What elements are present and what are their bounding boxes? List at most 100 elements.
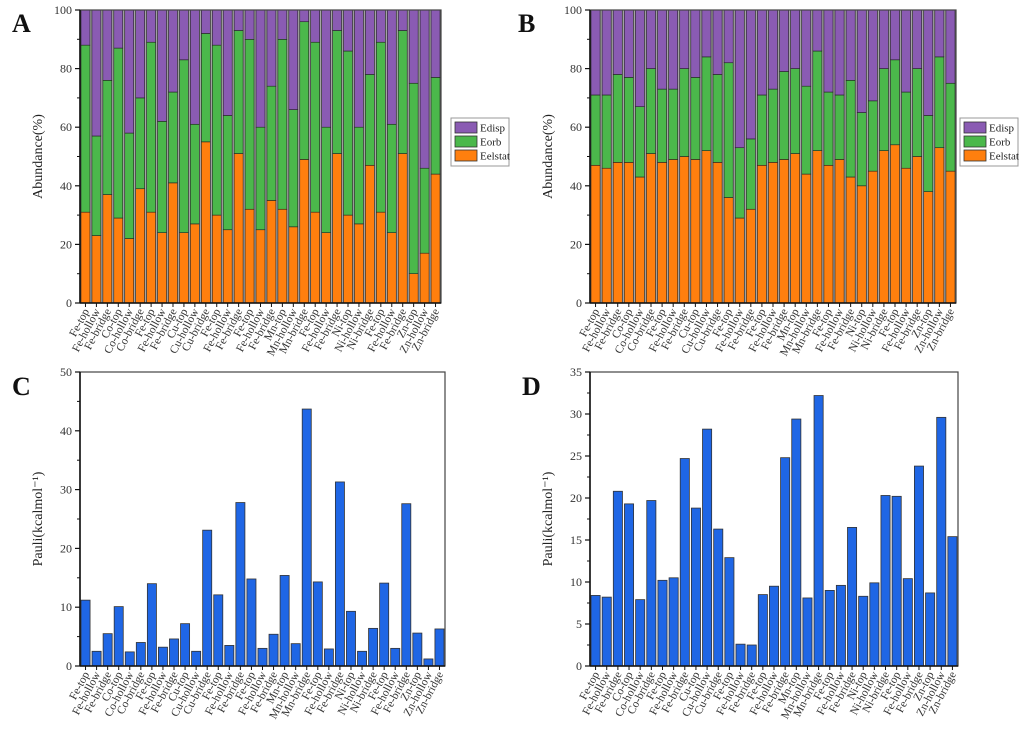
y-tick-label: 35: [570, 365, 582, 379]
bar-segment-edisp: [91, 9, 102, 137]
bar-segment-eorb: [590, 94, 601, 166]
bar-segment-eorb: [91, 135, 102, 236]
y-tick-label: 5: [576, 617, 582, 631]
bar-segment-edisp: [657, 9, 667, 90]
bar: [835, 584, 846, 667]
bar-segment-edisp: [222, 9, 233, 116]
bar: [80, 599, 91, 667]
bar-segment-eelstat: [397, 153, 408, 304]
bar: [757, 594, 768, 667]
bar-segment-eorb: [277, 38, 288, 210]
bar-segment-eorb: [834, 94, 845, 160]
bar-segment-eorb: [712, 74, 723, 163]
bar-segment-edisp: [890, 9, 900, 61]
bar-segment-eelstat: [912, 156, 923, 304]
bar-segment-edisp: [244, 9, 255, 40]
bars: [590, 9, 956, 304]
bar-segment-eelstat: [901, 167, 911, 304]
bar: [279, 575, 290, 667]
bar-segment-eorb: [419, 167, 430, 254]
bar: [169, 638, 179, 667]
bar-segment-edisp: [266, 9, 277, 87]
bar-segment-edisp: [823, 9, 834, 93]
bar-segment-edisp: [601, 9, 612, 96]
bar: [412, 632, 423, 667]
legend-swatch-eorb: [963, 135, 987, 148]
bar-segment-eorb: [601, 94, 612, 169]
legend-swatch-eelstat: [963, 149, 987, 162]
bar-segment-edisp: [856, 9, 867, 113]
bar-segment-eelstat: [168, 182, 178, 304]
plot-frame: [79, 371, 446, 667]
bar-segment-eelstat: [812, 150, 823, 304]
y-tick-label: 80: [60, 62, 72, 76]
legend-swatch-eelstat: [454, 149, 478, 162]
bar-segment-eorb: [386, 123, 397, 233]
bar-segment-eelstat: [867, 170, 878, 304]
bar-segment-edisp: [179, 9, 189, 61]
legend-label: Eorb: [480, 137, 502, 149]
bar-segment-eelstat: [723, 197, 734, 304]
bar-segment-eelstat: [779, 159, 789, 304]
y-tick-label: 10: [570, 575, 582, 589]
y-tick-label: 20: [570, 237, 582, 251]
y-tick-label: 10: [60, 600, 72, 614]
bar-segment-eelstat: [233, 153, 244, 304]
bar-segment-eorb: [934, 56, 945, 149]
bar-segment-edisp: [135, 9, 145, 99]
bar: [646, 500, 657, 667]
legend-label: Eelstat: [989, 151, 1019, 163]
y-tick-label: 100: [54, 3, 72, 17]
bar-segment-edisp: [879, 9, 889, 69]
bar-segment-edisp: [623, 9, 634, 78]
y-tick-label: 30: [60, 483, 72, 497]
bar-segment-edisp: [734, 9, 745, 149]
bar-segment-eorb: [745, 138, 756, 210]
y-tick-label: 100: [564, 3, 582, 17]
bar-segment-eorb: [668, 88, 679, 160]
bar-segment-eorb: [190, 123, 200, 225]
bar-segment-edisp: [376, 9, 386, 43]
bar-segment-eelstat: [845, 176, 856, 304]
bar-segment-eelstat: [646, 153, 656, 304]
bar-segment-edisp: [712, 9, 723, 75]
bar-segment-eelstat: [923, 191, 934, 304]
bar: [334, 481, 345, 667]
bar-segment-eelstat: [801, 173, 812, 304]
bar-segment-eelstat: [222, 229, 233, 304]
bar-segment-edisp: [646, 9, 656, 69]
y-tick-label: 20: [60, 237, 72, 251]
bar-segment-eelstat: [211, 214, 222, 304]
bar: [401, 503, 412, 667]
bar-segment-eorb: [823, 91, 834, 166]
bar-segment-edisp: [255, 9, 266, 128]
bar-segment-eorb: [157, 121, 167, 233]
bar-segment-edisp: [233, 9, 244, 31]
bar: [312, 581, 323, 667]
bar-segment-eelstat: [102, 194, 113, 304]
panel-label: A: [12, 9, 31, 38]
legend: Edisp Eorb Eelstat: [450, 117, 510, 167]
bar: [702, 428, 713, 667]
bar-segment-eorb: [879, 68, 889, 151]
bar-segment-edisp: [354, 9, 364, 128]
bar: [813, 395, 824, 667]
bar-segment-eelstat: [601, 167, 612, 304]
bar-segment-eelstat: [365, 164, 375, 304]
bar-segment-eorb: [646, 68, 656, 154]
legend-label: Edisp: [989, 123, 1015, 135]
bar-segment-edisp: [612, 9, 623, 75]
bar-segment-edisp: [288, 9, 299, 110]
bar-segment-eorb: [397, 30, 408, 154]
bar-segment-eelstat: [376, 211, 386, 304]
bar: [135, 642, 146, 667]
bar-segment-eelstat: [768, 162, 778, 304]
bar-segment-edisp: [146, 9, 156, 43]
bar: [323, 648, 334, 667]
bar-segment-edisp: [102, 9, 113, 81]
bar-segment-eelstat: [823, 164, 834, 304]
bar-segment-eorb: [408, 82, 419, 274]
bar-segment-eelstat: [408, 273, 419, 304]
bar-segment-eorb: [233, 30, 244, 154]
bar: [791, 418, 802, 667]
